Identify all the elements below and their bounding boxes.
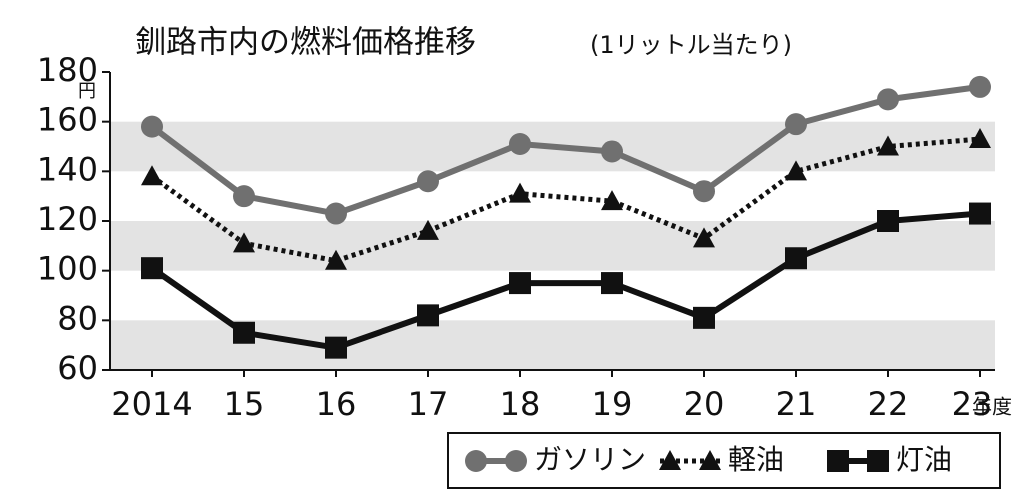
marker xyxy=(969,202,991,225)
x-tick-label: 21 xyxy=(776,385,817,423)
marker xyxy=(693,306,715,329)
band xyxy=(110,221,995,271)
series-line xyxy=(150,83,981,217)
marker xyxy=(141,115,163,138)
x-tick-label: 23 xyxy=(952,385,993,423)
y-tick-label: 120 xyxy=(37,200,98,238)
marker xyxy=(867,450,889,472)
y-tick-label: 180 xyxy=(37,51,98,89)
marker xyxy=(509,133,531,156)
marker xyxy=(233,232,255,253)
marker xyxy=(509,272,531,295)
y-tick-label: 80 xyxy=(57,299,98,337)
chart-title: 釧路市内の燃料価格推移 xyxy=(135,25,476,61)
chart-subtitle: (1リットル当たり) xyxy=(590,31,792,59)
y-tick-label: 60 xyxy=(57,349,98,387)
x-tick-label: 15 xyxy=(224,385,265,423)
legend-label: 灯油 xyxy=(896,443,952,476)
y-tick-label: 140 xyxy=(37,150,98,188)
marker xyxy=(693,227,715,248)
x-axis-label: 年度 xyxy=(972,395,1012,419)
y-tick-label: 100 xyxy=(37,250,98,288)
x-tick-label: 20 xyxy=(684,385,725,423)
marker xyxy=(827,450,849,472)
series-line xyxy=(150,136,981,264)
x-tick-label: 19 xyxy=(592,385,633,423)
marker xyxy=(877,88,899,111)
marker xyxy=(417,170,439,193)
series-line xyxy=(150,210,981,351)
marker xyxy=(693,180,715,203)
x-tick-label: 16 xyxy=(316,385,357,423)
y-axis-label: 円 xyxy=(78,81,96,102)
marker xyxy=(465,450,487,472)
x-tick-label: 18 xyxy=(500,385,541,423)
legend-label: 軽油 xyxy=(728,443,784,476)
marker xyxy=(969,75,991,98)
marker xyxy=(509,182,531,203)
marker xyxy=(233,321,255,344)
x-tick-label: 22 xyxy=(868,385,909,423)
marker xyxy=(141,257,163,280)
marker xyxy=(325,336,347,359)
marker xyxy=(969,128,991,149)
marker xyxy=(417,219,439,240)
marker xyxy=(877,135,899,156)
marker xyxy=(785,160,807,181)
legend-label: ガソリン xyxy=(534,443,646,476)
marker xyxy=(785,113,807,136)
marker xyxy=(601,140,623,163)
marker xyxy=(325,249,347,270)
marker xyxy=(659,450,681,470)
marker xyxy=(699,450,721,470)
y-tick-label: 160 xyxy=(37,101,98,139)
legend-box xyxy=(447,432,1001,489)
marker xyxy=(325,202,347,225)
marker xyxy=(601,190,623,211)
marker xyxy=(505,450,527,472)
marker xyxy=(601,272,623,295)
marker xyxy=(141,165,163,186)
x-tick-label: 17 xyxy=(408,385,449,423)
marker xyxy=(785,247,807,270)
x-tick-label: 2014 xyxy=(111,385,192,423)
marker xyxy=(233,185,255,208)
marker xyxy=(877,210,899,232)
band xyxy=(110,320,995,370)
marker xyxy=(417,304,439,327)
